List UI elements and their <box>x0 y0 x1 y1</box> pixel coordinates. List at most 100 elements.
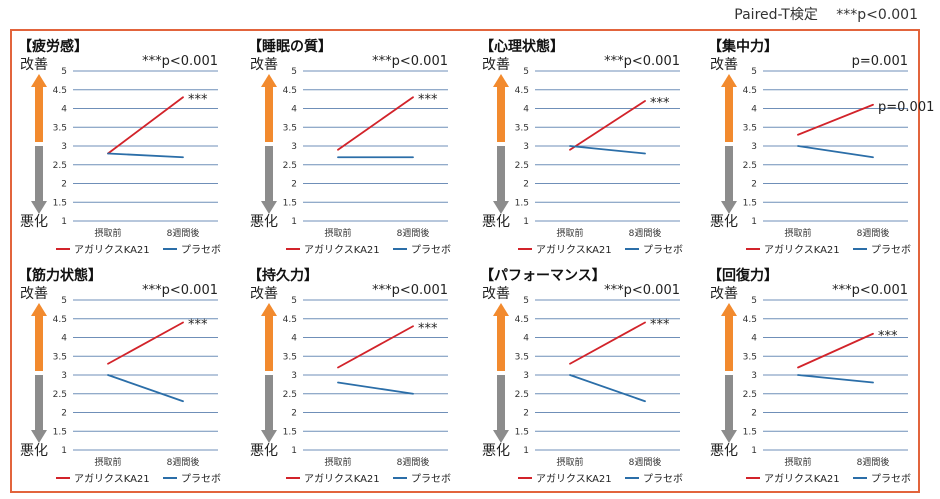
worsen-arrowhead <box>493 201 509 214</box>
legend-label-placebo: プラセボ <box>411 244 451 256</box>
improve-arrow-shaft <box>35 87 43 142</box>
legend-label-placebo: プラセボ <box>871 244 911 256</box>
y-tick-label: 1 <box>751 217 757 227</box>
series-line-agaricus <box>797 103 874 136</box>
y-tick-label: 2.5 <box>283 161 297 171</box>
x-tick-label: 摂取前 <box>784 456 811 468</box>
chart-annotation: ***p<0.001 <box>142 283 218 298</box>
series-line-agaricus <box>569 100 646 151</box>
worsen-arrow-shaft <box>35 375 43 430</box>
chart-title: 【心理状態】 <box>480 38 564 55</box>
chart-panel-2: 【睡眠の質】 ***p<0.001 5 4.5 4 3.5 3 2.5 2 1.5 1 改善悪化摂取前… <box>248 38 451 256</box>
y-tick-label: 1.5 <box>515 198 529 208</box>
y-tick-label: 5 <box>291 67 297 77</box>
chart-title: 【持久力】 <box>248 267 318 284</box>
y-tick-label: 4.5 <box>283 86 297 96</box>
worsen-arrowhead <box>721 430 737 443</box>
y-tick-label: 1.5 <box>283 198 297 208</box>
y-tick-label: 3.5 <box>283 352 297 362</box>
chart-annotation: ***p<0.001 <box>604 54 680 69</box>
y-tick-label: 3 <box>291 371 297 381</box>
improve-arrow-shaft <box>497 316 505 371</box>
y-tick-label: 1 <box>523 217 529 227</box>
y-tick-label: 4 <box>61 334 67 344</box>
chart-title: 【回復力】 <box>708 267 778 284</box>
worsen-arrowhead <box>721 201 737 214</box>
series-line-placebo <box>797 374 874 384</box>
worsen-arrowhead <box>493 430 509 443</box>
worsen-arrow-shaft <box>725 375 733 430</box>
improve-arrowhead <box>31 74 47 87</box>
y-tick-label: 2 <box>751 180 757 190</box>
series-line-agaricus <box>797 332 874 369</box>
improve-arrowhead <box>493 74 509 87</box>
y-tick-label: 2.5 <box>53 390 67 400</box>
y-tick-label: 4.5 <box>743 315 757 325</box>
worsen-arrowhead <box>31 201 47 214</box>
legend-label-agaricus: アガリクスKA21 <box>304 244 380 256</box>
series-line-placebo <box>569 374 646 403</box>
legend-label-agaricus: アガリクスKA21 <box>764 473 840 485</box>
legend-label-agaricus: アガリクスKA21 <box>536 244 612 256</box>
worsen-label: 悪化 <box>710 443 738 459</box>
x-tick-label: 8週間後 <box>397 227 430 239</box>
worsen-label: 悪化 <box>250 214 278 230</box>
y-tick-label: 5 <box>523 296 529 306</box>
y-tick-label: 2 <box>61 180 67 190</box>
improve-arrow-shaft <box>725 316 733 371</box>
improve-arrowhead <box>721 303 737 316</box>
chart-annotation: ***p<0.001 <box>604 283 680 298</box>
worsen-arrow-shaft <box>725 146 733 201</box>
y-tick-label: 1 <box>751 446 757 456</box>
y-tick-label: 2.5 <box>743 390 757 400</box>
series-line-placebo <box>569 145 646 155</box>
worsen-arrow-shaft <box>35 146 43 201</box>
chart-annotation: p=0.001 <box>852 54 908 69</box>
y-tick-label: 4.5 <box>53 86 67 96</box>
legend-label-agaricus: アガリクスKA21 <box>764 244 840 256</box>
series-line-agaricus <box>337 325 414 369</box>
data-label: *** <box>188 318 208 333</box>
x-tick-label: 8週間後 <box>397 456 430 468</box>
y-tick-label: 4.5 <box>515 86 529 96</box>
y-tick-label: 1 <box>523 446 529 456</box>
chart-annotation: ***p<0.001 <box>832 283 908 298</box>
y-tick-label: 2.5 <box>515 390 529 400</box>
y-tick-label: 1.5 <box>743 198 757 208</box>
x-tick-label: 8週間後 <box>857 227 890 239</box>
legend-label-placebo: プラセボ <box>643 473 683 485</box>
chart-title: 【筋力状態】 <box>18 267 102 284</box>
improve-arrowhead <box>493 303 509 316</box>
y-tick-label: 4.5 <box>283 315 297 325</box>
x-tick-label: 摂取前 <box>94 456 121 468</box>
legend-label-placebo: プラセボ <box>181 244 221 256</box>
worsen-arrow-shaft <box>265 146 273 201</box>
y-tick-label: 1 <box>291 217 297 227</box>
y-tick-label: 3.5 <box>53 123 67 133</box>
series-line-agaricus <box>337 96 414 151</box>
legend-label-placebo: プラセボ <box>411 473 451 485</box>
worsen-arrowhead <box>261 430 277 443</box>
y-tick-label: 4 <box>291 105 297 115</box>
data-label: *** <box>878 329 898 344</box>
improve-arrow-shaft <box>265 316 273 371</box>
y-tick-label: 5 <box>61 296 67 306</box>
worsen-label: 悪化 <box>482 214 510 230</box>
chart-panel-3: 【心理状態】 ***p<0.001 5 4.5 4 3.5 3 2.5 2 1.5 1 改善悪化摂取前… <box>480 38 683 256</box>
improve-arrow-shaft <box>725 87 733 142</box>
x-tick-label: 摂取前 <box>324 227 351 239</box>
chart-title: 【パフォーマンス】 <box>480 268 606 284</box>
improve-arrow-shaft <box>265 87 273 142</box>
y-tick-label: 5 <box>291 296 297 306</box>
x-tick-label: 8週間後 <box>629 227 662 239</box>
y-tick-label: 5 <box>751 67 757 77</box>
legend-label-placebo: プラセボ <box>871 473 911 485</box>
y-tick-label: 2.5 <box>743 161 757 171</box>
improve-arrow-shaft <box>35 316 43 371</box>
y-tick-label: 5 <box>523 67 529 77</box>
worsen-label: 悪化 <box>250 443 278 459</box>
y-tick-label: 1.5 <box>53 198 67 208</box>
y-tick-label: 1.5 <box>283 427 297 437</box>
